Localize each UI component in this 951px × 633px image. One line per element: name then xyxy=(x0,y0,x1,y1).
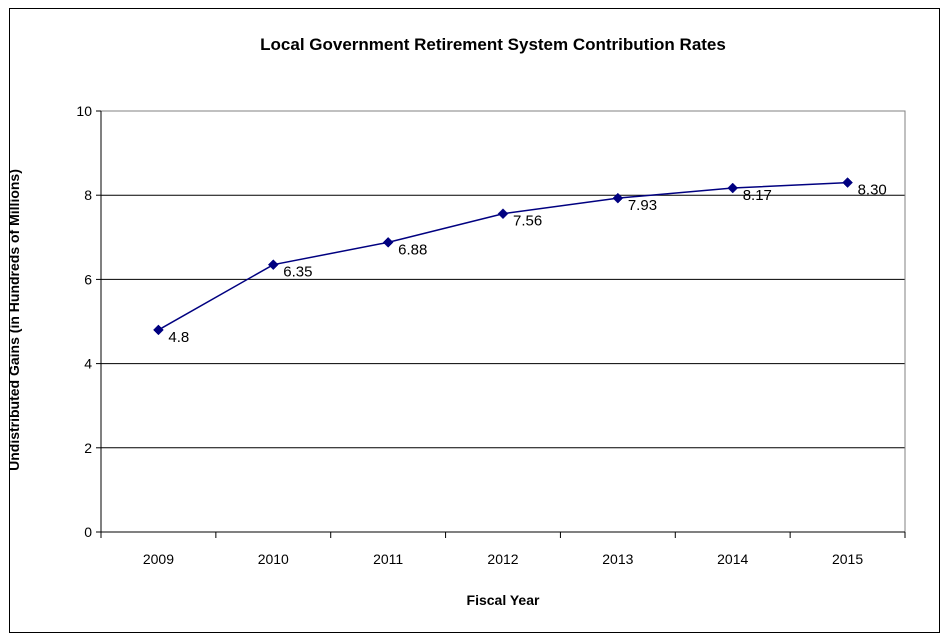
data-point-marker xyxy=(727,182,739,194)
data-value-label: 7.56 xyxy=(513,213,542,230)
chart-frame xyxy=(9,8,940,633)
data-value-label: 6.35 xyxy=(283,264,312,281)
data-value-label: 8.30 xyxy=(858,182,887,199)
x-tick-label: 2013 xyxy=(602,551,633,567)
data-value-label: 7.93 xyxy=(628,197,657,214)
data-value-label: 4.8 xyxy=(168,329,189,346)
data-value-label: 6.88 xyxy=(398,241,427,258)
plot-area xyxy=(100,110,906,533)
series-path xyxy=(158,181,848,331)
y-axis-title: Undistributed Gains (in Hundreds of Mill… xyxy=(6,169,22,471)
data-value-label: 8.17 xyxy=(743,187,772,204)
y-tick-label: 4 xyxy=(84,356,92,372)
y-tick-label: 8 xyxy=(84,187,92,203)
x-tick-label: 2012 xyxy=(487,551,518,567)
y-tick-label: 10 xyxy=(76,103,92,119)
x-tick-label: 2014 xyxy=(717,551,748,567)
axes xyxy=(100,110,906,533)
y-tick-label: 0 xyxy=(84,524,92,540)
x-tick-label: 2015 xyxy=(832,551,863,567)
data-point-marker xyxy=(842,177,853,188)
data-points xyxy=(153,177,853,336)
x-axis-ticks: 2009 2010 2011 2012 2013 2014 2015 xyxy=(100,532,906,567)
y-tick-label: 6 xyxy=(84,271,92,287)
x-tick-label: 2011 xyxy=(373,551,403,567)
data-labels: 4.8 6.35 6.88 7.56 7.93 8.17 8.30 xyxy=(168,182,886,346)
y-axis-ticks: 0 2 4 6 8 10 xyxy=(76,103,101,540)
data-point-marker xyxy=(382,236,394,248)
chart-title: Local Government Retirement System Contr… xyxy=(260,35,726,54)
gridlines xyxy=(101,110,905,449)
x-axis-title: Fiscal Year xyxy=(467,592,540,608)
y-tick-label: 2 xyxy=(84,440,92,456)
series-line xyxy=(158,181,848,331)
x-tick-label: 2009 xyxy=(143,551,174,567)
x-tick-label: 2010 xyxy=(258,551,289,567)
data-point-marker xyxy=(612,192,624,204)
data-point-marker xyxy=(153,324,164,336)
data-point-marker xyxy=(497,208,509,220)
data-point-marker xyxy=(267,259,279,271)
